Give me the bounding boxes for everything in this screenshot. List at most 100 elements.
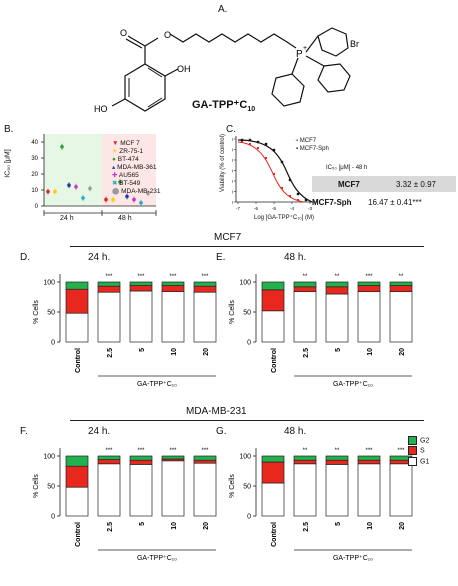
cc-bar-s: [357, 459, 381, 465]
cc-bar-g2: [129, 281, 153, 286]
cc-category-label: Control: [75, 348, 82, 373]
cc-bar-s: [261, 289, 285, 312]
cc-bar-s: [129, 459, 153, 465]
cc-significance: **: [335, 274, 340, 280]
cc-ytick: 50: [243, 484, 251, 491]
panel-c-ytick: 0: [232, 200, 233, 205]
cc-bar-g2: [293, 455, 317, 461]
legend-swatch-icon: [408, 446, 417, 456]
panel-b-ytick: 0: [35, 204, 39, 210]
cc-bar-g1: [97, 463, 121, 517]
panel-label-d: D.: [20, 252, 30, 263]
panel-b-ytick: 40: [31, 140, 38, 146]
cc-category-label: 2.5: [303, 348, 310, 358]
phosphorus-label: P: [296, 49, 303, 60]
cc-bar-g2: [357, 281, 381, 286]
cc-legend-item: G1: [408, 456, 429, 467]
cc-category-label: 20: [203, 522, 210, 530]
cc-ytick: 100: [239, 280, 251, 287]
cc-category-label: 20: [399, 348, 406, 356]
panel-label-b: B.: [4, 124, 14, 135]
viability-dose-response-plot: 0 20 40 60 80 100 120 -7 -6 -5 -4 -3: [232, 136, 318, 211]
panel-label-f: F.: [20, 426, 28, 437]
cc-ylabel: % Cells: [33, 474, 40, 498]
cc-category-label: 5: [335, 522, 342, 526]
panel-c-ytick: 60: [232, 169, 233, 174]
cc-ytick: 50: [243, 310, 251, 317]
cc-bar-s: [293, 459, 317, 465]
cc-category-label: 5: [335, 348, 342, 352]
cc-bar-g2: [357, 455, 381, 461]
cc-bar-g2: [161, 281, 185, 286]
cc-significance: ***: [201, 274, 209, 280]
cc-bar-s: [65, 465, 89, 488]
cc-significance: ***: [169, 274, 177, 280]
mcf7-point: [289, 195, 291, 197]
panel-c-ytick: 40: [232, 179, 233, 184]
ic50-point: [53, 189, 57, 194]
ic50-point: [118, 180, 122, 184]
cc-ytick: 0: [247, 340, 251, 347]
cell-cycle-chart-d: 0 50 100 % Cells Control *** 2.5 *** 5 *** 10 *** 20…: [33, 274, 217, 388]
cc-significance: **: [303, 448, 308, 454]
cc-drug-label: GA-TPP⁺C₁₀: [137, 555, 177, 562]
cell-cycle-legend: G2 S G1: [408, 436, 429, 467]
mcf7-point: [249, 143, 251, 145]
cc-category-label: Control: [75, 522, 82, 547]
cc-category-label: 20: [203, 348, 210, 356]
panel-b-ytick: 10: [31, 188, 38, 194]
cc-category-label: 5: [139, 348, 146, 352]
ic50-point: [81, 196, 85, 200]
ic50-point: [111, 197, 115, 202]
cc-bar-g2: [325, 281, 349, 288]
panel-c-ylabel: Viability (% of control): [219, 134, 226, 192]
cell-cycle-chart-f: 0 50 100 % Cells Control *** 2.5 *** 5 *** 10 *** 20…: [33, 448, 217, 562]
legend-marker-icon: ⬤: [112, 188, 122, 195]
cc-ylabel: % Cells: [33, 300, 40, 324]
cc-bar-g1: [325, 464, 349, 517]
cc-bar-g1: [65, 312, 89, 343]
cc-bar-g2: [161, 455, 185, 460]
cc-ytick: 100: [43, 280, 55, 287]
panel-c-ytick: 80: [232, 158, 233, 163]
mcf7-point: [297, 199, 299, 201]
mcf7sph-point: [248, 138, 252, 142]
cc-significance: **: [335, 448, 340, 454]
cc-category-label: 10: [171, 348, 178, 356]
cc-bar-s: [389, 285, 413, 292]
panel-c-legend-mcf7sph: ▪ MCF7-Sph: [296, 146, 329, 152]
cc-bar-g2: [97, 281, 121, 287]
cc-bar-s: [97, 285, 121, 293]
mcf7sph-point: [264, 142, 268, 146]
cc-bar-s: [261, 461, 285, 484]
panel-c-ytick: 100: [232, 148, 233, 153]
cc-bar-g1: [293, 291, 317, 343]
cc-legend-item: S: [408, 446, 429, 456]
cc-bar-g1: [97, 291, 121, 343]
panel-b-ytick: 30: [31, 156, 38, 162]
compound-name: GA-TPP⁺C10: [192, 99, 256, 114]
cc-bar-g1: [389, 463, 413, 517]
cc-significance: ***: [201, 448, 209, 454]
panel-b-group-24h: 24 h: [60, 215, 74, 222]
panel-c-ytick: 20: [232, 190, 233, 195]
cc-ytick: 100: [239, 454, 251, 461]
cc-significance: ***: [105, 448, 113, 454]
panel-c-xtick: -5: [272, 206, 276, 211]
ic50-point: [125, 194, 129, 199]
legend-marker-icon: ✖: [112, 180, 120, 187]
ic50-point: [46, 189, 50, 194]
ic50-point: [146, 191, 150, 195]
cc-bar-g1: [357, 291, 381, 343]
cc-bar-g1: [65, 486, 89, 517]
cc-significance: ***: [137, 274, 145, 280]
panel-c-xtick: -3: [308, 206, 312, 211]
legend-marker-icon: ✚: [112, 172, 119, 179]
cc-bar-s: [293, 286, 317, 292]
cc-bar-g2: [261, 281, 285, 291]
ic50-point: [132, 197, 136, 202]
panel-b-legend-item: ✚ AU565: [112, 172, 139, 179]
legend-swatch-icon: [408, 436, 417, 445]
cc-bar-g1: [129, 464, 153, 517]
